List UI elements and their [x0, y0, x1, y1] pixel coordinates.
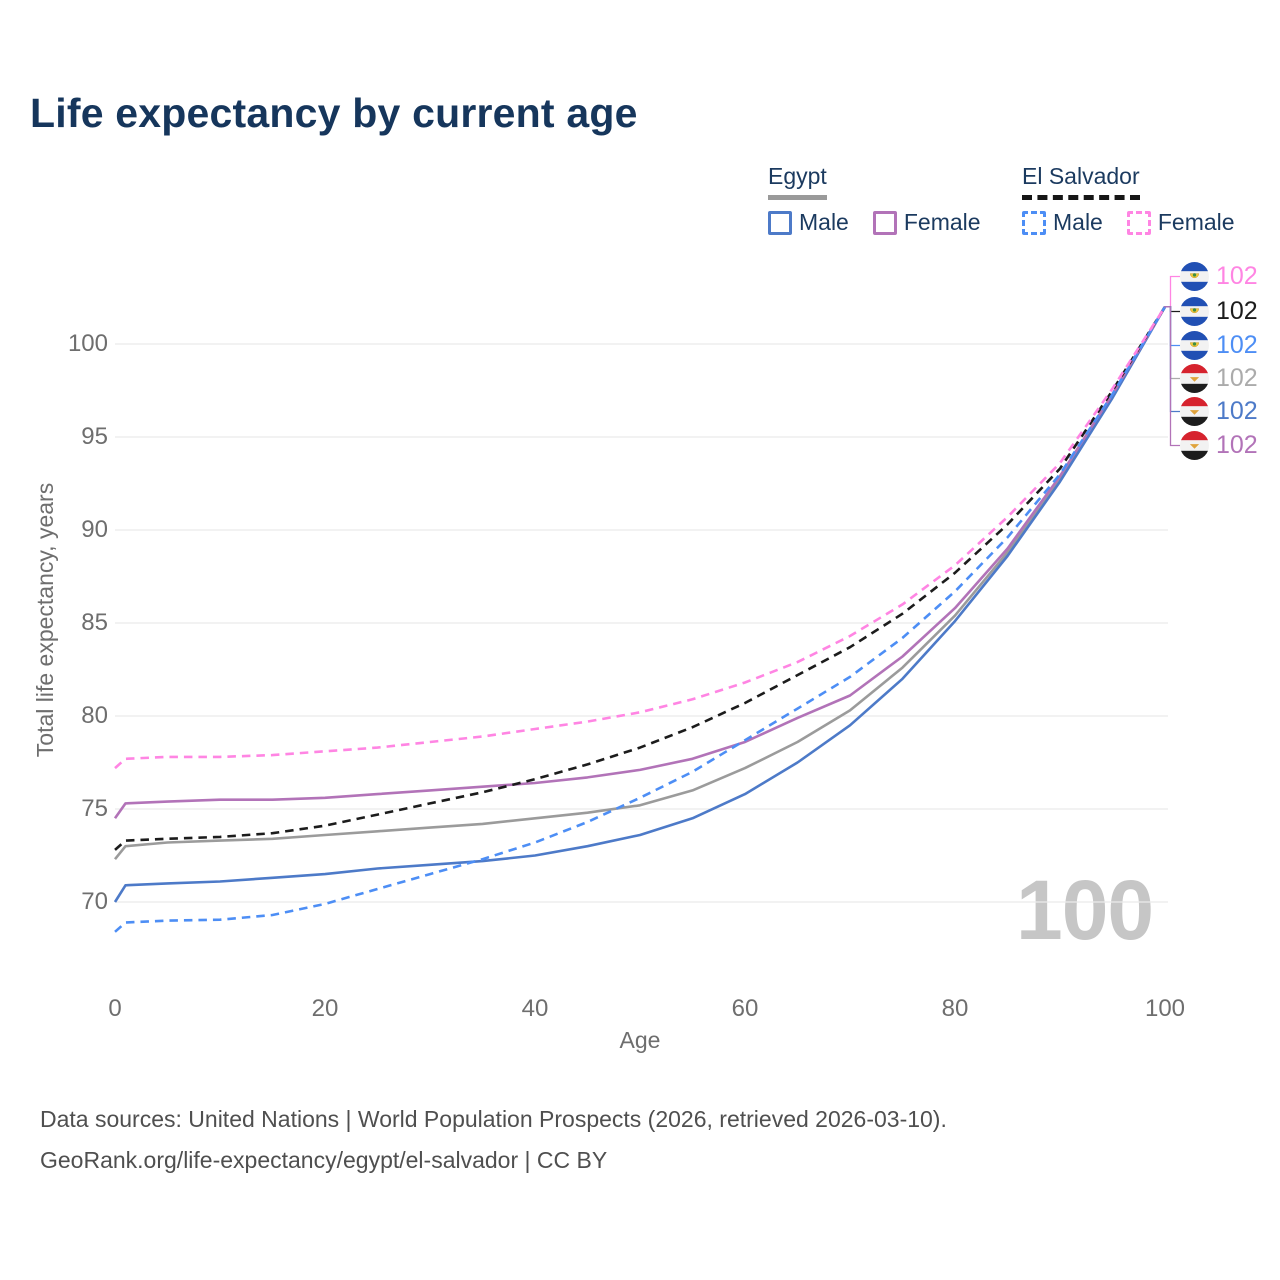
y-tick-80: 80 — [81, 702, 108, 729]
legend-group-egypt: Egypt Male Female — [768, 163, 981, 236]
x-tick-40: 40 — [521, 995, 549, 1022]
end-value-label: 102 — [1216, 397, 1258, 425]
el-salvador-male-swatch-icon — [1022, 210, 1046, 235]
x-tick-20: 20 — [311, 995, 339, 1022]
el-salvador-female-swatch-icon — [1126, 210, 1151, 235]
x-tick-80: 80 — [941, 995, 969, 1022]
legend-item-label: Female — [1157, 209, 1235, 235]
legend-item-el-salvador-female[interactable]: Female — [1126, 209, 1235, 236]
attribution-link[interactable]: GeoRank.org/life-expectancy/egypt/el-sal… — [40, 1147, 608, 1173]
end-value-label: 102 — [1216, 431, 1258, 459]
x-tick-0: 0 — [108, 995, 122, 1022]
end-annotation-row: 102 — [1180, 364, 1258, 393]
egypt-female-swatch-icon — [872, 210, 897, 235]
y-tick-95: 95 — [81, 423, 108, 450]
legend-item-label: Male — [1053, 209, 1103, 235]
y-tick-100: 100 — [67, 330, 108, 357]
y-tick-75: 75 — [81, 795, 108, 822]
end-annotation-row: 102 — [1180, 431, 1258, 460]
end-annotation-row: 102 — [1180, 397, 1258, 426]
legend-country-el-salvador[interactable]: El Salvador — [1022, 163, 1140, 200]
x-tick-60: 60 — [731, 995, 759, 1022]
page-title: Life expectancy by current age — [30, 90, 638, 136]
y-tick-90: 90 — [81, 516, 108, 543]
end-value-label: 102 — [1216, 331, 1258, 359]
x-axis-title: Age — [619, 1027, 661, 1053]
egypt-flag-icon — [1180, 364, 1209, 393]
egypt-flag-icon — [1180, 431, 1209, 460]
egypt-male-swatch-icon — [768, 210, 792, 235]
legend-item-el-salvador-male[interactable]: Male — [1022, 209, 1103, 236]
end-value-label: 102 — [1216, 262, 1258, 290]
y-tick-85: 85 — [81, 609, 108, 636]
end-annotation-row: 102 — [1180, 331, 1258, 360]
data-sources-note: Data sources: United Nations | World Pop… — [40, 1106, 947, 1132]
end-annotation-row: 102 — [1180, 297, 1258, 326]
legend-item-egypt-male[interactable]: Male — [768, 209, 849, 236]
legend-group-el-salvador: El Salvador Male Female — [1022, 163, 1235, 236]
end-annotation-row: 102 — [1180, 262, 1258, 291]
x-tick-100: 100 — [1144, 995, 1186, 1022]
legend-item-label: Female — [903, 209, 981, 235]
legend-country-egypt[interactable]: Egypt — [768, 163, 827, 200]
el-salvador-flag-icon — [1180, 297, 1209, 326]
end-value-label: 102 — [1216, 364, 1258, 392]
legend-item-label: Male — [799, 209, 849, 235]
end-value-label: 102 — [1216, 297, 1258, 325]
y-tick-70: 70 — [81, 888, 108, 915]
age-counter: 100 — [1016, 863, 1154, 957]
egypt-flag-icon — [1180, 397, 1209, 426]
el-salvador-flag-icon — [1180, 331, 1209, 360]
legend-item-egypt-female[interactable]: Female — [872, 209, 981, 236]
el-salvador-flag-icon — [1180, 262, 1209, 291]
